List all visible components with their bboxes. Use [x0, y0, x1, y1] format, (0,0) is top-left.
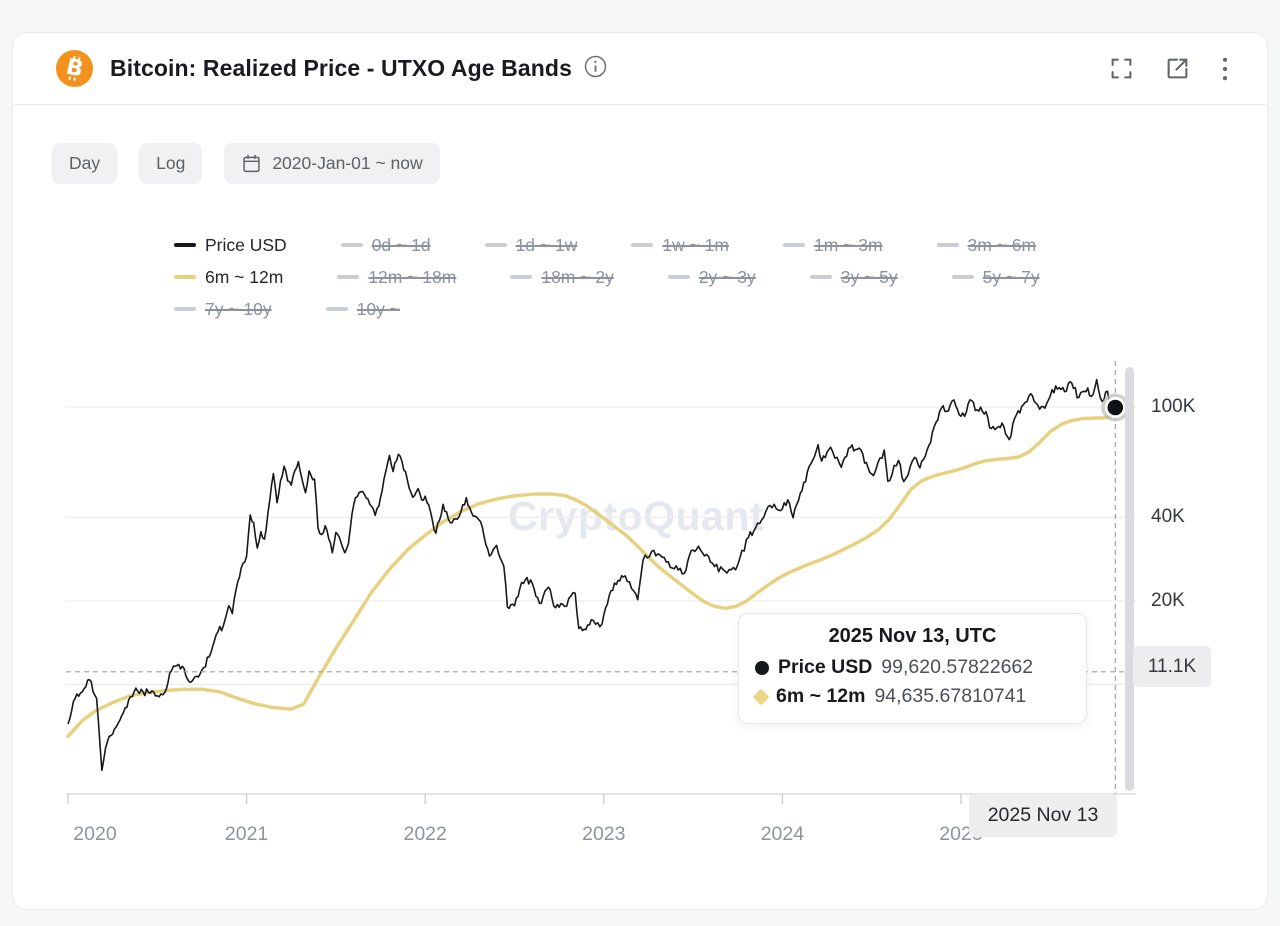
chart-header: B Bitcoin: Realized Price - UTXO Age Ban… [13, 33, 1267, 105]
legend-item-10y-[interactable]: 10y ~ [325, 298, 400, 320]
page-title: Bitcoin: Realized Price - UTXO Age Bands [110, 55, 572, 81]
open-in-new-icon [1167, 58, 1188, 79]
kebab-menu-button[interactable] [1219, 54, 1231, 84]
fullscreen-button[interactable] [1107, 54, 1136, 83]
legend-swatch [510, 275, 533, 279]
legend-item-1d-1w[interactable]: 1d ~ 1w [484, 234, 578, 256]
x-axis-label: 2022 [403, 823, 447, 845]
tooltip-row: 6m ~ 12m 94,635.67810741 [752, 682, 1070, 711]
legend-label: 10y ~ [356, 298, 400, 319]
legend-swatch [809, 275, 832, 279]
legend-label: 0d ~ 1d [371, 234, 431, 255]
legend-item-7y-10y[interactable]: 7y ~ 10y [174, 299, 272, 320]
legend-label: 7y ~ 10y [205, 298, 272, 319]
legend-swatch [936, 243, 959, 247]
tooltip: 2025 Nov 13, UTC Price USD 99,620.578226… [738, 613, 1087, 724]
legend-swatch [484, 243, 507, 247]
chart-card: B Bitcoin: Realized Price - UTXO Age Ban… [12, 32, 1268, 910]
y-axis-label: 100K [1151, 396, 1196, 417]
legend-label: 1m ~ 3m [813, 234, 883, 255]
x-cursor-badge: 2025 Nov 13 [969, 794, 1117, 837]
y-cursor-badge: 11.1K [1133, 646, 1211, 687]
legend-item-12m-18m[interactable]: 12m ~ 18m [337, 267, 456, 288]
legend-swatch [325, 307, 348, 311]
kebab-menu-icon [1222, 57, 1228, 80]
legend-label: 12m ~ 18m [368, 266, 457, 287]
y-axis-label: 40K [1151, 506, 1185, 528]
legend-item-2y-3y[interactable]: 2y ~ 3y [667, 266, 756, 288]
legend-label: 5y ~ 7y [982, 266, 1040, 287]
legend-label: 3m ~ 6m [967, 234, 1037, 255]
legend-swatch [782, 243, 805, 247]
tooltip-title: 2025 Nov 13, UTC [828, 625, 997, 647]
legend-label: 2y ~ 3y [698, 266, 756, 287]
date-range-label: 2020-Jan-01 ~ now [272, 153, 423, 173]
legend-label: 1d ~ 1w [515, 234, 578, 255]
chart-plot-area[interactable] [66, 361, 1126, 794]
series-marker-circle-icon [755, 660, 769, 675]
legend-swatch [340, 243, 363, 247]
legend-label: 6m ~ 12m [205, 266, 284, 287]
x-axis-label: 2024 [760, 823, 805, 845]
legend-swatch [631, 243, 654, 247]
legend-label: Price USD [205, 234, 287, 255]
legend-label: 1w ~ 1m [662, 234, 729, 255]
legend-item-1w-1m[interactable]: 1w ~ 1m [631, 235, 729, 256]
legend-item-price-usd[interactable]: Price USD [174, 235, 287, 256]
x-axis-label: 2023 [582, 823, 626, 845]
legend-label: 18m ~ 2y [541, 266, 614, 287]
x-axis-label: 2021 [224, 823, 269, 845]
legend-item-1m-3m[interactable]: 1m ~ 3m [782, 234, 883, 256]
series-marker-diamond-icon [752, 688, 770, 705]
legend-swatch [174, 307, 196, 311]
legend-swatch [951, 275, 974, 279]
bitcoin-icon: B [56, 50, 93, 87]
x-axis-label: 2020 [73, 823, 117, 845]
legend-item-6m-12m[interactable]: 6m ~ 12m [174, 267, 283, 288]
tooltip-row: Price USD 99,620.57822662 [755, 653, 1070, 682]
fullscreen-icon [1111, 58, 1132, 79]
legend-item-3y-5y[interactable]: 3y ~ 5y [809, 266, 898, 288]
legend-swatch [174, 243, 196, 247]
toolbar: Day Log 2020-Jan-01 ~ now [52, 143, 440, 184]
legend-swatch [667, 275, 690, 279]
legend-item-18m-2y[interactable]: 18m ~ 2y [510, 266, 614, 288]
interval-button[interactable]: Day [52, 143, 118, 184]
info-icon[interactable] [583, 54, 608, 84]
y-axis-label: 20K [1151, 589, 1185, 611]
legend-label: 3y ~ 5y [840, 266, 898, 287]
scale-button[interactable]: Log [139, 143, 203, 184]
legend-item-0d-1d[interactable]: 0d ~ 1d [340, 234, 431, 256]
open-in-new-button[interactable] [1163, 54, 1192, 83]
calendar-icon [243, 154, 261, 173]
legend-swatch [337, 275, 360, 279]
legend: Price USD 0d ~ 1d 1d ~ 1w 1w ~ 1m 1m ~ 3m 3m … [174, 229, 1174, 325]
chart-scrollbar[interactable] [1125, 367, 1134, 791]
legend-item-5y-7y[interactable]: 5y ~ 7y [951, 266, 1040, 288]
date-range-button[interactable]: 2020-Jan-01 ~ now [224, 143, 440, 184]
legend-item-3m-6m[interactable]: 3m ~ 6m [936, 234, 1037, 256]
legend-swatch [174, 275, 196, 279]
